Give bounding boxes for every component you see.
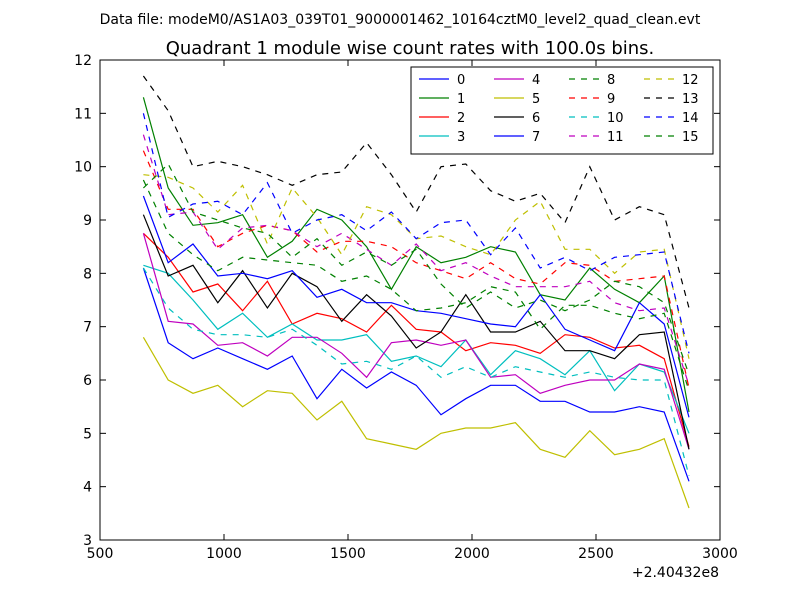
series-line-8 [142, 179, 690, 391]
series-line-4 [142, 233, 690, 450]
series-layer [142, 75, 690, 509]
legend-label-0: 0 [457, 73, 465, 88]
y-tick-label: 5 [83, 426, 92, 442]
series-line-10 [142, 267, 690, 477]
y-tick-label: 6 [83, 373, 92, 389]
x-tick-label: 1000 [206, 546, 242, 562]
series-line-7 [142, 195, 690, 418]
series-line-13 [142, 75, 690, 309]
legend-label-2: 2 [457, 111, 465, 126]
legend-label-3: 3 [457, 130, 465, 145]
x-tick-label: 1500 [330, 546, 366, 562]
series-line-0 [142, 267, 690, 482]
series-line-14 [142, 113, 690, 354]
legend-label-12: 12 [682, 73, 699, 88]
y-tick-label: 12 [74, 53, 92, 69]
x-tick-label: 2000 [454, 546, 490, 562]
legend-label-1: 1 [457, 92, 465, 107]
x-offset-label: +2.40432e8 [632, 565, 719, 581]
legend-label-9: 9 [607, 92, 615, 107]
y-tick-label: 11 [74, 106, 92, 122]
y-tick-label: 8 [83, 266, 92, 282]
legend-label-5: 5 [532, 92, 540, 107]
x-tick-label: 3000 [702, 546, 738, 562]
series-line-12 [143, 174, 690, 359]
chart-suptitle: Data file: modeM0/AS1A03_039T01_90000014… [100, 12, 701, 28]
y-tick-label: 9 [83, 213, 92, 229]
series-line-3 [143, 264, 690, 434]
series-line-9 [142, 150, 690, 389]
legend-label-13: 13 [682, 92, 699, 107]
series-line-11 [142, 134, 690, 386]
y-tick-label: 7 [83, 320, 92, 336]
legend-label-7: 7 [532, 130, 540, 145]
x-tick-label: 2500 [578, 546, 614, 562]
y-tick-label: 3 [83, 533, 92, 549]
legend-label-8: 8 [607, 73, 615, 88]
plot-frame [99, 59, 721, 541]
x-tick-label: 500 [87, 546, 114, 562]
series-line-5 [142, 336, 690, 509]
legend-label-6: 6 [532, 111, 540, 126]
legend-label-4: 4 [532, 73, 540, 88]
legend-label-14: 14 [682, 111, 699, 126]
legend-box [410, 66, 714, 155]
y-tick-label: 10 [74, 160, 92, 176]
series-line-6 [142, 214, 690, 450]
legend-label-11: 11 [607, 130, 624, 145]
y-tick-label: 4 [83, 480, 92, 496]
chart-title: Quadrant 1 module wise count rates with … [166, 38, 655, 59]
legend-label-10: 10 [607, 111, 624, 126]
series-line-15 [142, 163, 690, 375]
series-line-1 [142, 97, 690, 413]
series-line-2 [142, 232, 690, 447]
legend-label-15: 15 [682, 130, 699, 145]
